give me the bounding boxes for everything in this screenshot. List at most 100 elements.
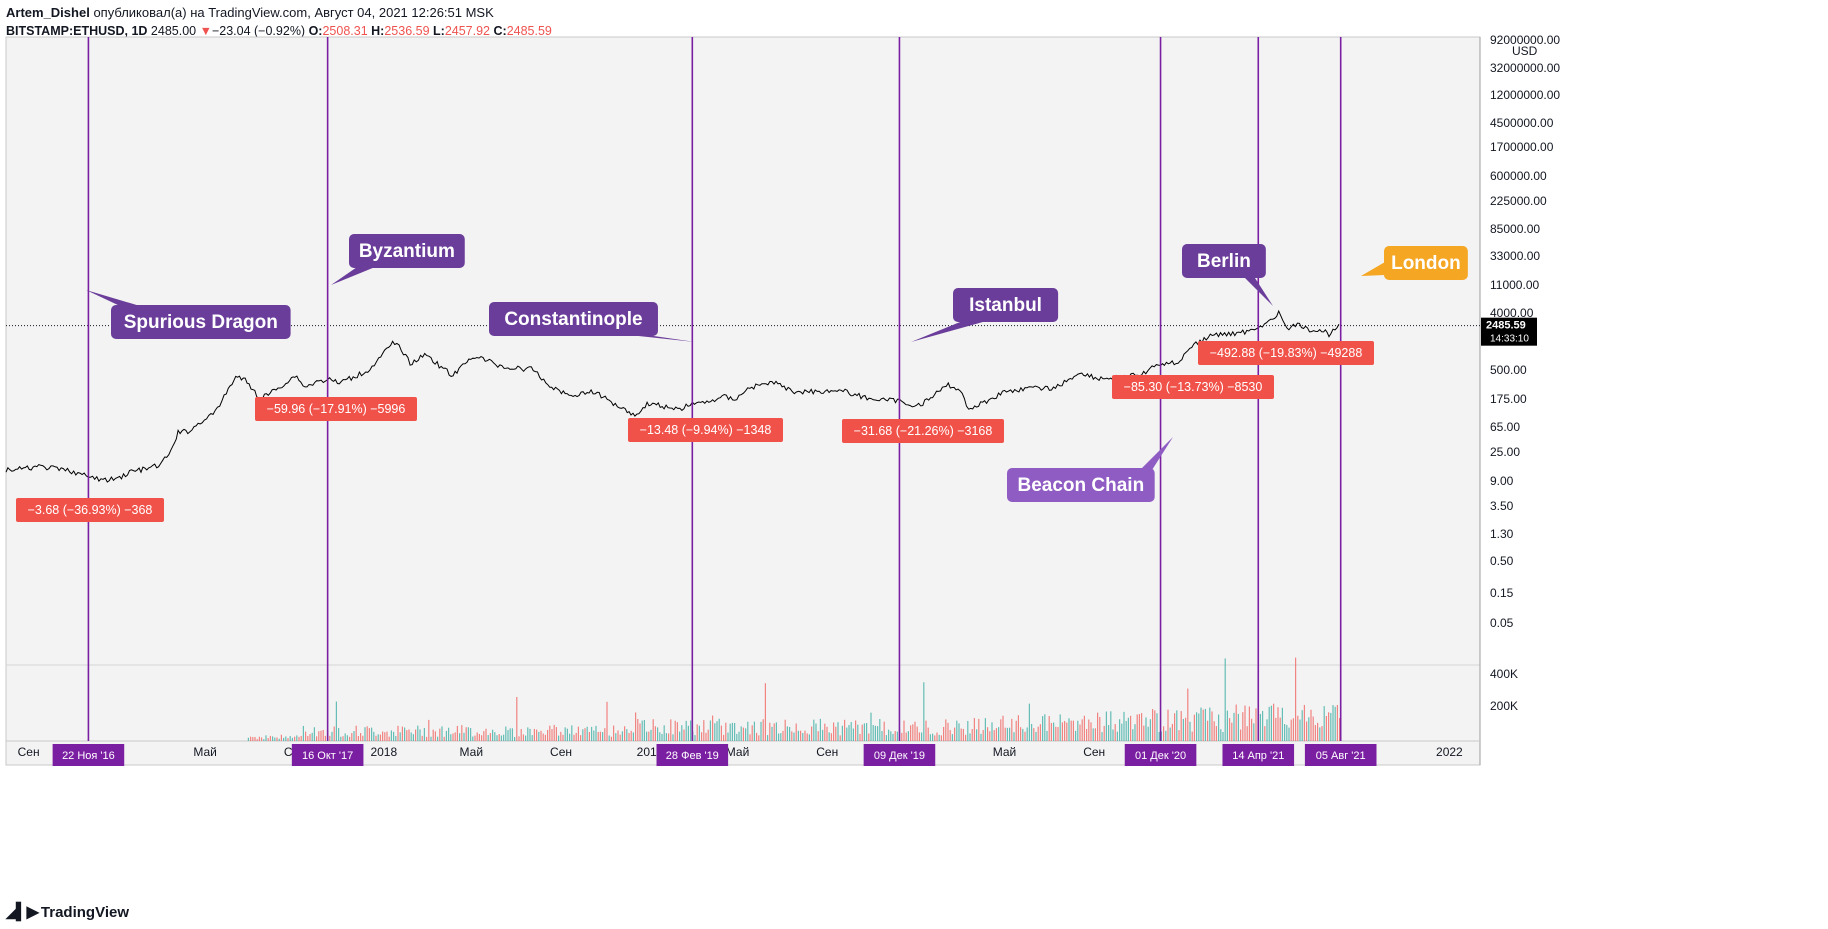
volume-bar	[822, 729, 824, 741]
volume-bar	[1224, 658, 1226, 741]
volume-bar	[806, 733, 808, 741]
event-date-label: 09 Дек '19	[874, 750, 925, 762]
volume-bar	[782, 730, 784, 741]
volume-bar	[610, 736, 612, 741]
volume-bar	[437, 736, 439, 741]
volume-bar	[1226, 710, 1228, 741]
publish-line: Artem_Dishel опубликовал(а) на TradingVi…	[6, 4, 552, 22]
volume-bar	[514, 736, 516, 741]
volume-bar	[1266, 719, 1268, 741]
volume-bar	[815, 723, 817, 741]
volume-bar	[795, 723, 797, 741]
volume-bar	[430, 736, 432, 741]
volume-bar	[835, 726, 837, 741]
volume-bar	[1072, 720, 1074, 741]
volume-bar	[368, 728, 370, 741]
callout-box[interactable]	[111, 305, 291, 339]
volume-bar	[470, 728, 472, 741]
volume-bar	[1077, 720, 1079, 741]
volume-bar	[1101, 732, 1103, 741]
footer-brand: ◢▍▶ TradingView	[6, 902, 129, 922]
volume-bar	[1033, 728, 1035, 741]
publish-info: опубликовал(а) на TradingView.com, Авгус…	[93, 5, 494, 20]
drawdown-label-box	[255, 397, 417, 421]
callout-box[interactable]	[953, 288, 1059, 322]
event-date-label: 28 Фев '19	[666, 750, 719, 762]
volume-bar	[274, 737, 276, 741]
open-value: 2508.31	[322, 24, 368, 38]
callout-box[interactable]	[1384, 246, 1468, 280]
callout-box[interactable]	[1182, 244, 1266, 278]
volume-bar	[1211, 711, 1213, 741]
volume-bar	[1218, 714, 1220, 741]
volume-bar	[976, 729, 978, 741]
volume-bar	[1220, 729, 1222, 741]
last-price: 2485.00	[150, 24, 197, 38]
drawdown-label-box	[628, 418, 783, 442]
x-tick-label: 2018	[370, 745, 397, 759]
volume-bar	[951, 734, 953, 741]
volume-bar	[753, 721, 755, 741]
volume-bar	[289, 735, 291, 741]
volume-bar	[643, 720, 645, 741]
symbol-name[interactable]: BITSTAMP:ETHUSD, 1D	[6, 24, 148, 38]
volume-bar	[789, 726, 791, 741]
volume-bar	[1070, 720, 1072, 741]
volume-bar	[483, 731, 485, 741]
volume-bar	[362, 735, 364, 741]
volume-bar	[340, 736, 342, 741]
volume-bar	[923, 682, 925, 741]
volume-bar	[1083, 715, 1085, 741]
volume-bar	[995, 728, 997, 741]
author-name[interactable]: Artem_Dishel	[6, 5, 90, 20]
volume-bar	[991, 722, 993, 741]
volume-bar	[1167, 709, 1169, 741]
volume-bar	[738, 731, 740, 741]
drawdown-label: −31.68 (−21.26%) −3168	[854, 424, 993, 438]
volume-bar	[250, 736, 252, 741]
volume-bar	[687, 725, 689, 741]
volume-bar	[1136, 714, 1138, 741]
volume-bar	[544, 734, 546, 741]
volume-bar	[1251, 718, 1253, 741]
brand-name[interactable]: TradingView	[40, 903, 130, 921]
volume-bar	[1229, 718, 1231, 741]
volume-bar	[580, 735, 582, 741]
volume-bar	[476, 732, 478, 741]
volume-bar	[496, 735, 498, 741]
volume-bar	[670, 719, 672, 741]
volume-bar	[529, 728, 531, 741]
volume-bar	[269, 735, 271, 741]
callout-pointer	[1140, 437, 1173, 470]
volume-bar	[874, 725, 876, 741]
plot-area[interactable]	[5, 36, 1481, 766]
callout-box[interactable]	[489, 302, 658, 336]
volume-bar	[401, 726, 403, 741]
callout-label: London	[1391, 253, 1461, 274]
callout-box[interactable]	[1007, 468, 1155, 502]
volume-bar	[949, 730, 951, 741]
volume-bar	[349, 736, 351, 741]
volume-bar	[428, 719, 430, 741]
drawdown-label: −13.48 (−9.94%) −1348	[640, 423, 772, 437]
volume-bar	[894, 731, 896, 741]
high-label: H:	[371, 24, 385, 38]
volume-bar	[265, 735, 267, 741]
volume-bar	[1246, 726, 1248, 741]
volume-bar	[1191, 731, 1193, 741]
callout-box[interactable]	[349, 234, 465, 268]
volume-bar	[481, 735, 483, 741]
volume-bar	[912, 724, 914, 741]
volume-bar	[478, 733, 480, 741]
volume-bar	[549, 725, 551, 741]
volume-bar	[421, 735, 423, 741]
volume-bar	[1059, 714, 1061, 741]
tradingview-logo-icon: ◢▍▶	[6, 904, 39, 921]
volume-bar	[800, 730, 802, 741]
y-tick-label: 0.15	[1490, 586, 1514, 600]
volume-bar	[322, 729, 324, 741]
volume-bar	[390, 730, 392, 741]
volume-bar	[507, 730, 509, 741]
volume-bar	[432, 729, 434, 741]
